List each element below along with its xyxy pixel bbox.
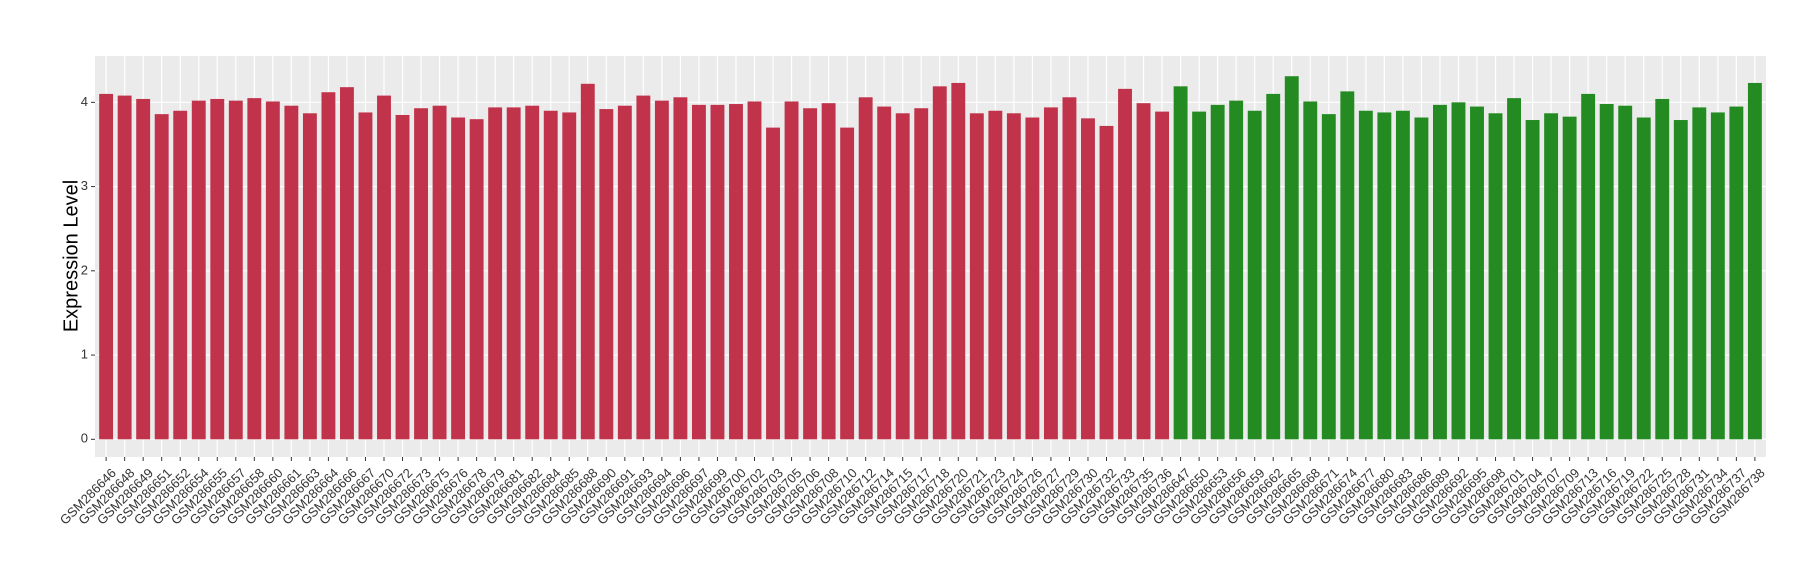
bar [1414, 117, 1429, 440]
bar [1692, 107, 1707, 440]
bar [654, 100, 669, 440]
bar [1136, 103, 1151, 440]
bar [562, 112, 577, 440]
bar [914, 108, 929, 440]
bar [1062, 97, 1077, 440]
bar [506, 107, 521, 440]
bar [1081, 118, 1095, 440]
bar [377, 95, 391, 440]
bar [895, 113, 910, 440]
bar [951, 82, 966, 440]
bar [1321, 114, 1336, 440]
bar [1618, 105, 1633, 440]
bar [321, 92, 336, 440]
bar [117, 95, 132, 440]
bar [803, 108, 818, 440]
bar [525, 105, 540, 440]
bar [1247, 110, 1262, 440]
bar [932, 86, 947, 440]
bar [1303, 101, 1318, 440]
bar [451, 117, 466, 440]
bar [766, 127, 780, 440]
bar [1395, 110, 1410, 440]
bar [784, 101, 799, 440]
bar [1710, 112, 1725, 440]
bar [1581, 93, 1596, 440]
y-tick-label: 4 [81, 94, 88, 109]
bar [228, 100, 243, 440]
y-tick-label: 2 [81, 262, 88, 277]
bar [191, 100, 206, 440]
bar [1377, 112, 1392, 440]
bar [210, 98, 225, 440]
bar [1043, 107, 1058, 440]
bar [1507, 98, 1522, 440]
y-tick-label: 3 [81, 178, 88, 193]
bar [1173, 86, 1188, 440]
bar [469, 119, 484, 440]
bar [1655, 98, 1670, 440]
bar [673, 97, 688, 440]
bar [358, 112, 373, 440]
bar [1099, 125, 1114, 440]
bar [1340, 91, 1355, 440]
bar [1284, 76, 1299, 440]
bar [1358, 110, 1373, 440]
y-tick-label: 0 [81, 431, 88, 446]
bar [1192, 111, 1207, 440]
bar [432, 105, 447, 440]
bar [858, 97, 873, 440]
bar [414, 108, 428, 440]
bar [1210, 104, 1225, 440]
bar [395, 114, 410, 440]
bar [1470, 106, 1484, 440]
bar [969, 113, 984, 440]
y-axis-title: Expression Level [60, 180, 82, 332]
bar [1266, 93, 1281, 440]
bar [265, 101, 280, 440]
bar [710, 104, 725, 440]
bar [99, 93, 114, 440]
bar [339, 87, 354, 440]
bar [543, 110, 558, 440]
y-tick-label: 1 [81, 347, 88, 362]
bar [840, 127, 855, 440]
panel [95, 56, 1766, 457]
bar [599, 109, 614, 440]
bar [729, 104, 743, 440]
bar [1747, 82, 1762, 440]
bar [691, 104, 706, 440]
bar [1562, 116, 1577, 440]
bar [877, 106, 892, 440]
bar [617, 105, 632, 440]
bar [1544, 113, 1559, 440]
bar [821, 103, 836, 440]
bar [1025, 117, 1040, 440]
bar [1118, 88, 1132, 440]
bar [1729, 106, 1744, 440]
bar [1006, 113, 1021, 440]
bar [154, 114, 169, 440]
bar [747, 101, 762, 440]
bar [1229, 100, 1244, 440]
bar [1488, 113, 1503, 440]
bar [1636, 117, 1651, 440]
bar [580, 83, 595, 440]
bar [636, 95, 651, 440]
bar [1673, 120, 1688, 440]
bar [1155, 111, 1170, 440]
bar [302, 113, 317, 440]
bar [247, 98, 262, 440]
bar [988, 110, 1003, 440]
bar [1525, 120, 1540, 440]
bar [488, 107, 503, 440]
bar [136, 98, 151, 440]
bar [1451, 102, 1466, 440]
bar [1599, 104, 1614, 440]
bar [173, 110, 188, 440]
bar [284, 105, 299, 440]
bar [1433, 104, 1447, 440]
